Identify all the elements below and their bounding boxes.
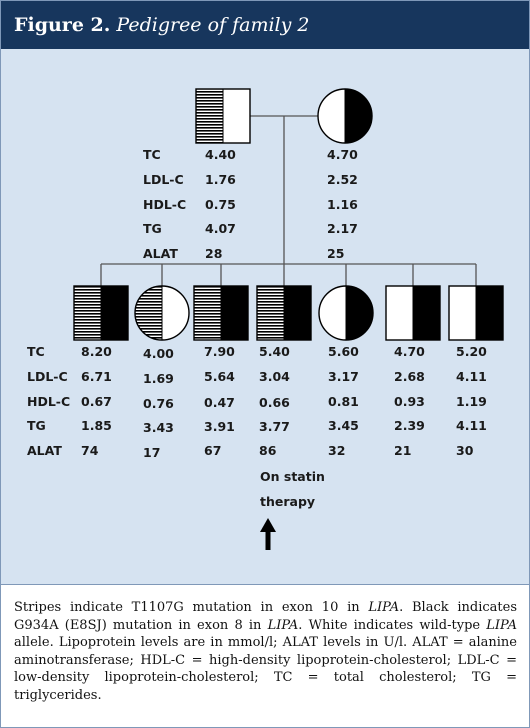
child-3-value-hdl-c: 0.47 — [204, 395, 235, 410]
figure-label: Figure 2. — [14, 14, 111, 36]
child-4-value-tc: 5.40 — [259, 344, 290, 359]
father-value-ldl-c: 1.76 — [205, 172, 236, 187]
parent-label-alat: ALAT — [143, 246, 178, 261]
child-4-value-ldl-c: 3.04 — [259, 369, 290, 384]
pedigree-symbols — [73, 88, 504, 550]
child-4-value-tg: 3.77 — [259, 419, 290, 434]
child-2-value-tg: 3.43 — [143, 420, 174, 435]
child-1-value-hdl-c: 0.67 — [81, 394, 112, 409]
child-1-value-alat: 74 — [81, 443, 99, 458]
child-6-value-tc: 4.70 — [394, 344, 425, 359]
statin-note-line2: therapy — [260, 494, 315, 509]
child-2-value-ldl-c: 1.69 — [143, 371, 174, 386]
parent-label-ldl-c: LDL-C — [143, 172, 184, 187]
child-7-value-tc: 5.20 — [456, 344, 487, 359]
child-label-tc: TC — [27, 344, 45, 359]
mother-value-tc: 4.70 — [327, 147, 358, 162]
child-4-symbol — [256, 285, 312, 341]
child-2-value-alat: 17 — [143, 445, 160, 460]
child-2-value-tc: 4.00 — [143, 346, 174, 361]
mother-value-hdl-c: 1.16 — [327, 197, 358, 212]
child-1-value-tc: 8.20 — [81, 344, 112, 359]
child-6-symbol — [385, 285, 441, 341]
child-7-value-alat: 30 — [456, 443, 474, 458]
child-6-value-hdl-c: 0.93 — [394, 394, 425, 409]
father-value-alat: 28 — [205, 246, 222, 261]
child-1-value-tg: 1.85 — [81, 418, 112, 433]
child-7-value-ldl-c: 4.11 — [456, 369, 487, 384]
father-value-tc: 4.40 — [205, 147, 236, 162]
child-5-value-alat: 32 — [328, 443, 345, 458]
child-5-value-tc: 5.60 — [328, 344, 359, 359]
child-1-symbol — [73, 285, 129, 341]
father-value-hdl-c: 0.75 — [205, 197, 236, 212]
child-7-symbol — [448, 285, 504, 341]
child-label-ldl-c: LDL-C — [27, 369, 68, 384]
child-5-value-ldl-c: 3.17 — [328, 369, 359, 384]
child-4-value-hdl-c: 0.66 — [259, 395, 290, 410]
parent-label-tc: TC — [143, 147, 161, 162]
parent-label-hdl-c: HDL-C — [143, 197, 186, 212]
child-2-symbol — [134, 285, 190, 341]
father-value-tg: 4.07 — [205, 221, 236, 236]
figure-title: Pedigree of family 2 — [116, 14, 310, 36]
child-1-value-ldl-c: 6.71 — [81, 369, 112, 384]
child-5-symbol — [318, 285, 374, 341]
child-2-value-hdl-c: 0.76 — [143, 396, 174, 411]
child-label-hdl-c: HDL-C — [27, 394, 70, 409]
mother-symbol — [317, 88, 373, 144]
pedigree-lines — [100, 115, 477, 286]
child-5-value-hdl-c: 0.81 — [328, 394, 359, 409]
child-label-tg: TG — [27, 418, 46, 433]
child-7-value-hdl-c: 1.19 — [456, 394, 487, 409]
figure-header: Figure 2. Pedigree of family 2 — [1, 1, 529, 49]
child-label-alat: ALAT — [27, 443, 62, 458]
child-3-value-ldl-c: 5.64 — [204, 369, 235, 384]
mother-value-ldl-c: 2.52 — [327, 172, 358, 187]
child-3-symbol — [193, 285, 249, 341]
child-3-value-alat: 67 — [204, 443, 221, 458]
child-6-value-ldl-c: 2.68 — [394, 369, 425, 384]
figure-caption-text: Stripes indicate T1107G mutation in exon… — [1, 584, 529, 727]
father-symbol — [195, 88, 251, 144]
child-5-value-tg: 3.45 — [328, 418, 359, 433]
child-4-value-alat: 86 — [259, 443, 277, 458]
mother-value-alat: 25 — [327, 246, 344, 261]
statin-note-line1: On statin — [260, 469, 325, 484]
child-7-value-tg: 4.11 — [456, 418, 487, 433]
child-6-value-alat: 21 — [394, 443, 411, 458]
up-arrow-icon — [260, 518, 276, 550]
mother-value-tg: 2.17 — [327, 221, 358, 236]
pedigree-values: TC 4.40 4.70 LDL-C 1.76 2.52 HDL-C 0.75 1.16 TG 4.… — [27, 147, 487, 509]
child-3-value-tc: 7.90 — [204, 344, 235, 359]
child-3-value-tg: 3.91 — [204, 419, 235, 434]
parent-label-tg: TG — [143, 221, 162, 236]
pedigree-diagram: TC 4.40 4.70 LDL-C 1.76 2.52 HDL-C 0.75 1.16 TG 4.… — [1, 49, 529, 584]
child-6-value-tg: 2.39 — [394, 418, 425, 433]
